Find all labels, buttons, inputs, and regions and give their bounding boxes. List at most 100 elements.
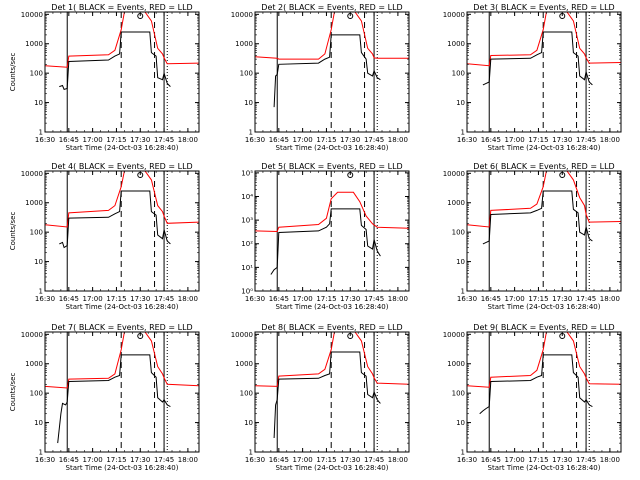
- x-tick-label: 17:00: [293, 456, 313, 464]
- y-tick-label: 10000: [21, 170, 43, 178]
- x-tick-label: 18:00: [600, 136, 620, 144]
- x-tick-label: 17:00: [83, 295, 103, 303]
- series-events-line: [59, 190, 171, 249]
- x-axis-label: Start Time (24-Oct-03 16:28:40): [276, 144, 389, 152]
- x-tick-label: 16:30: [35, 456, 55, 464]
- x-tick-label: 17:45: [154, 136, 174, 144]
- y-tick-label: 100: [452, 229, 465, 237]
- series-lld-line: [45, 332, 199, 389]
- x-tick-label: 17:15: [528, 456, 548, 464]
- y-tick-label: 10: [456, 258, 465, 266]
- y-tick-label: 10000: [21, 331, 43, 339]
- x-tick-label: 18:00: [178, 456, 198, 464]
- series-lld-line: [467, 12, 621, 67]
- y-tick-label: 10000: [231, 331, 253, 339]
- x-tick-label: 18:00: [600, 295, 620, 303]
- y-tick-label: 10⁰: [241, 288, 253, 296]
- x-tick-label: 17:45: [154, 295, 174, 303]
- series-events-line: [482, 31, 593, 86]
- x-tick-label: 17:30: [130, 136, 150, 144]
- x-axis-label: Start Time (24-Oct-03 16:28:40): [276, 303, 389, 311]
- y-tick-label: 10: [456, 419, 465, 427]
- y-tick-label: 10000: [443, 331, 465, 339]
- x-tick-label: 17:30: [552, 136, 572, 144]
- x-tick-label: 17:15: [316, 136, 336, 144]
- panel-det-3: Det 3( BLACK = Events, RED = LLD 1 10 100 10…: [443, 3, 622, 152]
- panel-det-8: Det 8( BLACK = Events, RED = LLD 1 10 100 10…: [231, 323, 410, 472]
- y-tick-label: 10: [244, 419, 253, 427]
- x-tick-label: 16:45: [269, 456, 289, 464]
- y-tick-label: 10²: [241, 240, 253, 248]
- series-events-line: [482, 190, 593, 245]
- x-tick-label: 16:45: [269, 136, 289, 144]
- y-tick-label: 10⁵: [241, 169, 253, 177]
- y-tick-label: 10³: [241, 217, 253, 225]
- x-tick-label: 17:45: [576, 456, 596, 464]
- x-tick-label: 16:45: [59, 295, 79, 303]
- y-tick-label: 10000: [443, 170, 465, 178]
- x-tick-label: 16:30: [457, 295, 477, 303]
- plot-frame: [44, 331, 200, 453]
- x-tick-label: 17:15: [528, 136, 548, 144]
- y-tick-label: 1: [461, 449, 465, 457]
- y-tick-label: 1000: [447, 40, 465, 48]
- x-axis-label: Start Time (24-Oct-03 16:28:40): [488, 144, 601, 152]
- x-tick-label: 17:00: [505, 456, 525, 464]
- x-tick-label: 17:30: [340, 456, 360, 464]
- x-axis-label: Start Time (24-Oct-03 16:28:40): [66, 464, 179, 472]
- x-tick-label: 18:00: [600, 456, 620, 464]
- y-tick-label: 1: [249, 129, 253, 137]
- x-tick-label: 18:00: [178, 295, 198, 303]
- x-tick-label: 17:30: [340, 136, 360, 144]
- y-tick-label: 100: [240, 390, 253, 398]
- x-tick-label: 17:30: [340, 295, 360, 303]
- x-tick-label: 16:30: [35, 136, 55, 144]
- x-tick-label: 18:00: [388, 136, 408, 144]
- series-lld-line: [45, 12, 199, 68]
- plot-frame: [466, 331, 622, 453]
- panel-det-5: Det 5( BLACK = Events, RED = LLD 10⁰ 10¹ 10…: [241, 162, 410, 311]
- y-axis-label: Counts/sec: [9, 53, 17, 92]
- chart-title: Det 7( BLACK = Events, RED = LLD: [51, 323, 192, 332]
- x-tick-label: 17:30: [130, 295, 150, 303]
- panel-det-6: Det 6( BLACK = Events, RED = LLD 1 10 100 10…: [443, 162, 622, 311]
- series-events-line: [57, 354, 171, 444]
- series-events-line: [270, 208, 381, 275]
- y-tick-label: 1000: [25, 360, 43, 368]
- panel-det-9: Det 9( BLACK = Events, RED = LLD 1 10 100 10…: [443, 323, 622, 472]
- panel-det-2: Det 2( BLACK = Events, RED = LLD 1 10 100 10…: [231, 3, 410, 152]
- y-tick-label: 1: [461, 288, 465, 296]
- y-tick-label: 1000: [447, 360, 465, 368]
- y-tick-label: 1000: [447, 199, 465, 207]
- chart-title: Det 8( BLACK = Events, RED = LLD: [261, 323, 402, 332]
- x-tick-label: 16:45: [59, 456, 79, 464]
- x-tick-label: 17:30: [552, 295, 572, 303]
- x-tick-label: 16:45: [481, 295, 501, 303]
- series-lld-line: [255, 12, 409, 60]
- y-tick-label: 10: [244, 99, 253, 107]
- y-tick-label: 100: [30, 390, 43, 398]
- x-tick-label: 16:45: [59, 136, 79, 144]
- x-tick-label: 17:30: [130, 456, 150, 464]
- series-events-line: [479, 354, 593, 415]
- y-tick-label: 10: [34, 99, 43, 107]
- x-tick-label: 17:15: [528, 295, 548, 303]
- x-tick-label: 17:30: [552, 456, 572, 464]
- x-tick-label: 16:30: [457, 136, 477, 144]
- x-axis-label: Start Time (24-Oct-03 16:28:40): [488, 303, 601, 311]
- x-tick-label: 17:15: [106, 136, 126, 144]
- y-tick-label: 10: [34, 258, 43, 266]
- x-axis-label: Start Time (24-Oct-03 16:28:40): [66, 144, 179, 152]
- x-tick-label: 17:00: [83, 136, 103, 144]
- chart-title: Det 5( BLACK = Events, RED = LLD: [261, 162, 402, 171]
- series-events-line: [273, 34, 381, 108]
- chart-title: Det 6( BLACK = Events, RED = LLD: [473, 162, 614, 171]
- x-tick-label: 16:45: [481, 456, 501, 464]
- series-lld-line: [467, 171, 621, 228]
- chart-title: Det 1( BLACK = Events, RED = LLD: [51, 3, 192, 12]
- y-tick-label: 10: [456, 99, 465, 107]
- y-tick-label: 1000: [235, 360, 253, 368]
- y-tick-label: 1: [39, 449, 43, 457]
- x-tick-label: 18:00: [388, 456, 408, 464]
- y-tick-label: 1000: [235, 40, 253, 48]
